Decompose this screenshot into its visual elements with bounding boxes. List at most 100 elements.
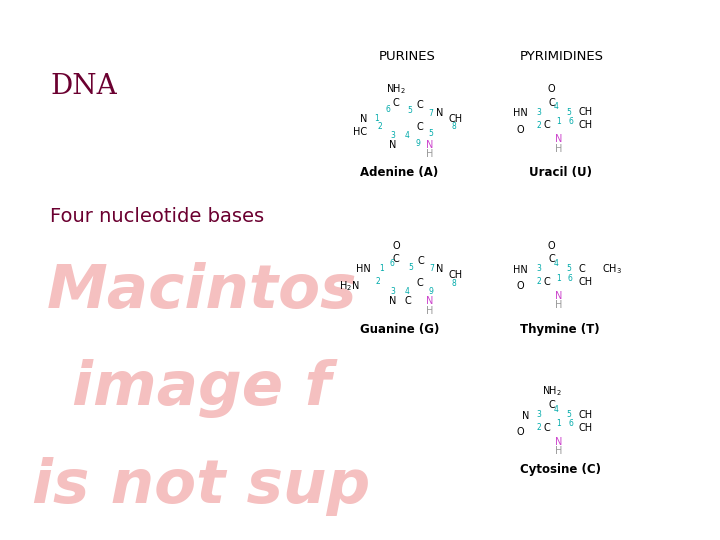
- Text: N: N: [389, 140, 396, 150]
- Text: 2: 2: [376, 278, 380, 286]
- Text: PURINES: PURINES: [379, 50, 435, 63]
- Text: N: N: [426, 140, 433, 150]
- Text: HN: HN: [513, 265, 528, 275]
- Text: N: N: [389, 296, 396, 306]
- Text: 1: 1: [374, 114, 379, 123]
- Text: 5: 5: [408, 263, 413, 272]
- Text: Four nucleotide bases: Four nucleotide bases: [50, 206, 264, 226]
- Text: 5: 5: [567, 410, 571, 419]
- Text: N: N: [555, 134, 562, 144]
- Text: 8: 8: [451, 123, 456, 131]
- Text: HN: HN: [513, 109, 528, 118]
- Text: 6: 6: [568, 274, 572, 282]
- Text: Thymine (T): Thymine (T): [521, 323, 600, 336]
- Text: 5: 5: [567, 265, 571, 273]
- Text: 2: 2: [377, 123, 382, 131]
- Text: C: C: [544, 120, 551, 130]
- Text: CH: CH: [449, 114, 463, 124]
- Text: O: O: [517, 125, 524, 134]
- Text: N: N: [360, 114, 367, 124]
- Text: O: O: [392, 241, 400, 251]
- Text: 6: 6: [386, 105, 390, 113]
- Text: O: O: [517, 281, 524, 291]
- Text: N: N: [555, 437, 562, 447]
- Text: 6: 6: [390, 259, 395, 268]
- Text: is not sup: is not sup: [32, 456, 371, 516]
- Text: 1: 1: [557, 274, 561, 282]
- Text: C: C: [416, 279, 423, 288]
- Text: 6: 6: [569, 420, 573, 428]
- Text: C: C: [416, 122, 423, 132]
- Text: PYRIMIDINES: PYRIMIDINES: [520, 50, 603, 63]
- Text: H: H: [426, 149, 433, 159]
- Text: 4: 4: [554, 405, 559, 414]
- Text: H: H: [555, 300, 562, 310]
- Text: N: N: [555, 291, 562, 301]
- Text: HN: HN: [356, 264, 371, 274]
- Text: 1: 1: [379, 265, 384, 273]
- Text: N: N: [426, 296, 433, 306]
- Text: HC: HC: [353, 127, 367, 137]
- Text: C: C: [544, 277, 551, 287]
- Text: 2: 2: [536, 278, 541, 286]
- Text: NH$_2$: NH$_2$: [386, 82, 406, 96]
- Text: CH: CH: [578, 410, 593, 420]
- Text: 3: 3: [536, 265, 541, 273]
- Text: N: N: [522, 411, 529, 421]
- Text: 5: 5: [429, 130, 433, 138]
- Text: C: C: [405, 296, 412, 306]
- Text: H$_2$N: H$_2$N: [339, 279, 359, 293]
- Text: 7: 7: [428, 109, 433, 118]
- Text: 6: 6: [569, 117, 573, 126]
- Text: C: C: [392, 98, 400, 107]
- Text: CH: CH: [449, 271, 463, 280]
- Text: 3: 3: [536, 108, 541, 117]
- Text: C: C: [392, 254, 400, 264]
- Text: 4: 4: [405, 131, 409, 139]
- Text: H: H: [555, 446, 562, 456]
- Text: Macintos: Macintos: [46, 262, 357, 321]
- Text: CH: CH: [578, 107, 593, 117]
- Text: 3: 3: [536, 410, 541, 419]
- Text: 8: 8: [451, 279, 456, 288]
- Text: N: N: [436, 109, 443, 118]
- Text: 1: 1: [557, 420, 561, 428]
- Text: CH: CH: [578, 277, 593, 287]
- Text: Adenine (A): Adenine (A): [361, 166, 438, 179]
- Text: Cytosine (C): Cytosine (C): [520, 463, 600, 476]
- Text: Uracil (U): Uracil (U): [528, 166, 592, 179]
- Text: H: H: [555, 144, 562, 153]
- Text: 5: 5: [408, 106, 412, 115]
- Text: DNA: DNA: [50, 73, 117, 100]
- Text: C: C: [578, 264, 585, 274]
- Text: 4: 4: [405, 287, 409, 296]
- Text: CH$_3$: CH$_3$: [602, 262, 622, 276]
- Text: 7: 7: [429, 265, 433, 273]
- Text: 3: 3: [390, 287, 395, 296]
- Text: C: C: [548, 254, 555, 264]
- Text: Guanine (G): Guanine (G): [360, 323, 439, 336]
- Text: 9: 9: [415, 139, 420, 147]
- Text: 3: 3: [390, 131, 395, 139]
- Text: CH: CH: [578, 423, 593, 433]
- Text: C: C: [548, 98, 555, 107]
- Text: image f: image f: [72, 359, 331, 418]
- Text: H: H: [426, 306, 433, 315]
- Text: 9: 9: [429, 287, 433, 296]
- Text: CH: CH: [578, 120, 593, 130]
- Text: C: C: [548, 400, 555, 410]
- Text: 4: 4: [554, 103, 559, 111]
- Text: O: O: [548, 84, 555, 94]
- Text: O: O: [548, 241, 555, 251]
- Text: 2: 2: [536, 423, 541, 432]
- Text: O: O: [517, 427, 524, 437]
- Text: 4: 4: [554, 259, 559, 268]
- Text: N: N: [436, 264, 444, 274]
- Text: 1: 1: [557, 117, 561, 126]
- Text: 5: 5: [567, 108, 571, 117]
- Text: C: C: [418, 256, 425, 266]
- Text: C: C: [416, 100, 423, 110]
- Text: 2: 2: [536, 121, 541, 130]
- Text: C: C: [544, 423, 551, 433]
- Text: NH$_2$: NH$_2$: [541, 384, 562, 399]
